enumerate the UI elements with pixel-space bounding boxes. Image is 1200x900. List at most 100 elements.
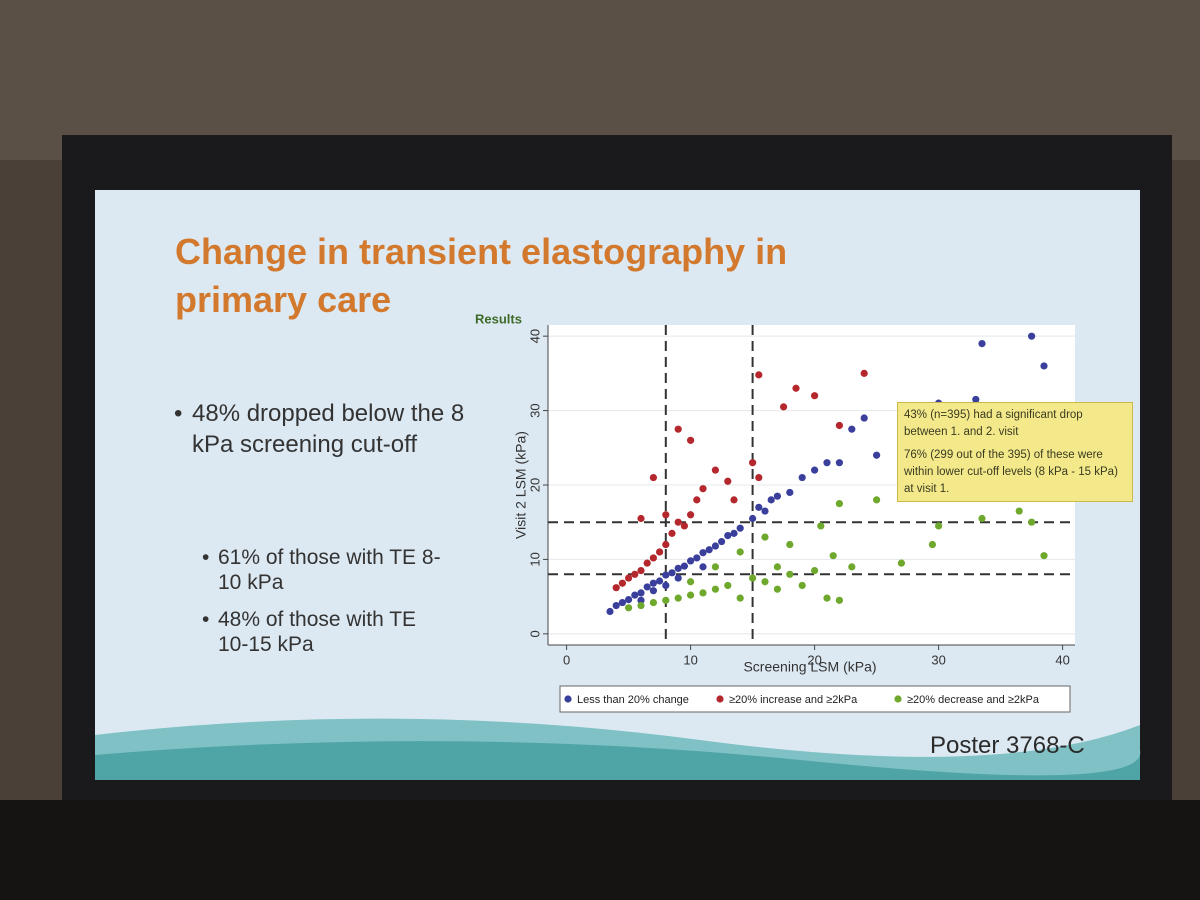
- point: [761, 578, 769, 586]
- point: [724, 581, 732, 590]
- point: [773, 585, 782, 593]
- wall: [0, 0, 1200, 160]
- point: [687, 557, 695, 565]
- point: [674, 518, 682, 526]
- chart: 0 10 20 30 40 0 10 20 30 40 Results Screening LSM (…: [475, 311, 1075, 713]
- y-tick-label: 30: [527, 403, 542, 417]
- point: [761, 533, 769, 541]
- point: [736, 548, 744, 556]
- title-line: primary care: [175, 279, 392, 320]
- point: [643, 559, 651, 567]
- point: [612, 584, 620, 592]
- point: [637, 514, 645, 523]
- point: [724, 532, 732, 540]
- point: [612, 601, 620, 610]
- point: [699, 549, 707, 557]
- point: [755, 371, 763, 379]
- sub-bullet: 48% of those with TE 10-15 kPa: [202, 607, 448, 657]
- point: [860, 414, 868, 422]
- point: [680, 562, 689, 570]
- point: [873, 496, 881, 504]
- y-tick-label: 40: [527, 329, 542, 343]
- point: [829, 552, 837, 560]
- legend-box: [559, 685, 1071, 713]
- y-tick-label: 10: [527, 552, 542, 566]
- point: [835, 421, 844, 430]
- point: [749, 574, 757, 582]
- point: [711, 466, 720, 474]
- point: [606, 607, 614, 616]
- point: [668, 529, 676, 537]
- point: [811, 466, 819, 474]
- point: [687, 511, 695, 519]
- point: [817, 522, 825, 530]
- point: [687, 578, 695, 586]
- point: [680, 522, 689, 530]
- annotation: 43% (n=395) had a significant drop betwe…: [904, 409, 1083, 438]
- point: [755, 503, 763, 511]
- slide-title: Change in transient elastography in prim…: [175, 228, 935, 324]
- point: [687, 591, 695, 599]
- title-line: Change in transient elastography in: [175, 231, 788, 272]
- legend-label: Less than 20% change: [577, 694, 689, 706]
- legend-label: ≥20% increase and ≥2kPa: [729, 694, 858, 706]
- x-tick-label: 30: [931, 652, 945, 667]
- point: [699, 563, 707, 571]
- point: [656, 548, 664, 556]
- point: [662, 540, 670, 549]
- point: [897, 559, 906, 567]
- point: [972, 395, 980, 404]
- point: [736, 594, 744, 602]
- x-tick-label: 40: [1055, 652, 1069, 667]
- point: [649, 554, 658, 562]
- point: [674, 574, 682, 582]
- point: [711, 542, 720, 550]
- legend-marker: [716, 695, 724, 703]
- point: [674, 564, 682, 572]
- point: [693, 554, 701, 562]
- point: [749, 514, 757, 523]
- point: [823, 459, 831, 467]
- point: [699, 589, 707, 597]
- wave: [95, 741, 1141, 780]
- point: [625, 574, 633, 582]
- point: [649, 579, 658, 587]
- point: [736, 524, 744, 532]
- footer: Poster 3768-C: [930, 732, 1085, 759]
- point: [649, 473, 658, 482]
- annotation-box: 43% (n=395) had a significant drop betwe…: [897, 402, 1133, 502]
- chart-title: Results: [475, 311, 522, 326]
- point: [773, 492, 782, 500]
- point: [705, 546, 713, 554]
- legend-marker: [894, 695, 902, 703]
- point: [631, 591, 639, 599]
- point: [1040, 552, 1048, 560]
- point: [730, 529, 738, 537]
- point: [662, 596, 670, 604]
- point: [618, 579, 627, 587]
- point: [649, 587, 658, 595]
- point: [860, 369, 868, 377]
- point: [649, 598, 658, 607]
- point: [656, 577, 664, 585]
- point: [835, 459, 844, 467]
- point: [798, 473, 806, 482]
- legend-marker: [564, 695, 572, 703]
- point: [674, 594, 682, 602]
- point: [792, 384, 800, 392]
- point: [674, 425, 682, 433]
- point: [848, 563, 856, 571]
- point: [798, 581, 806, 590]
- x-tick-label: 20: [807, 652, 821, 667]
- point: [755, 473, 763, 482]
- point: [662, 511, 670, 519]
- point: [928, 540, 937, 549]
- point: [1028, 332, 1036, 340]
- point: [1028, 518, 1036, 526]
- point: [662, 571, 670, 579]
- point: [978, 340, 986, 348]
- point: [848, 425, 856, 433]
- x-tick-label: 10: [683, 652, 697, 667]
- point: [637, 596, 645, 604]
- point: [643, 583, 651, 591]
